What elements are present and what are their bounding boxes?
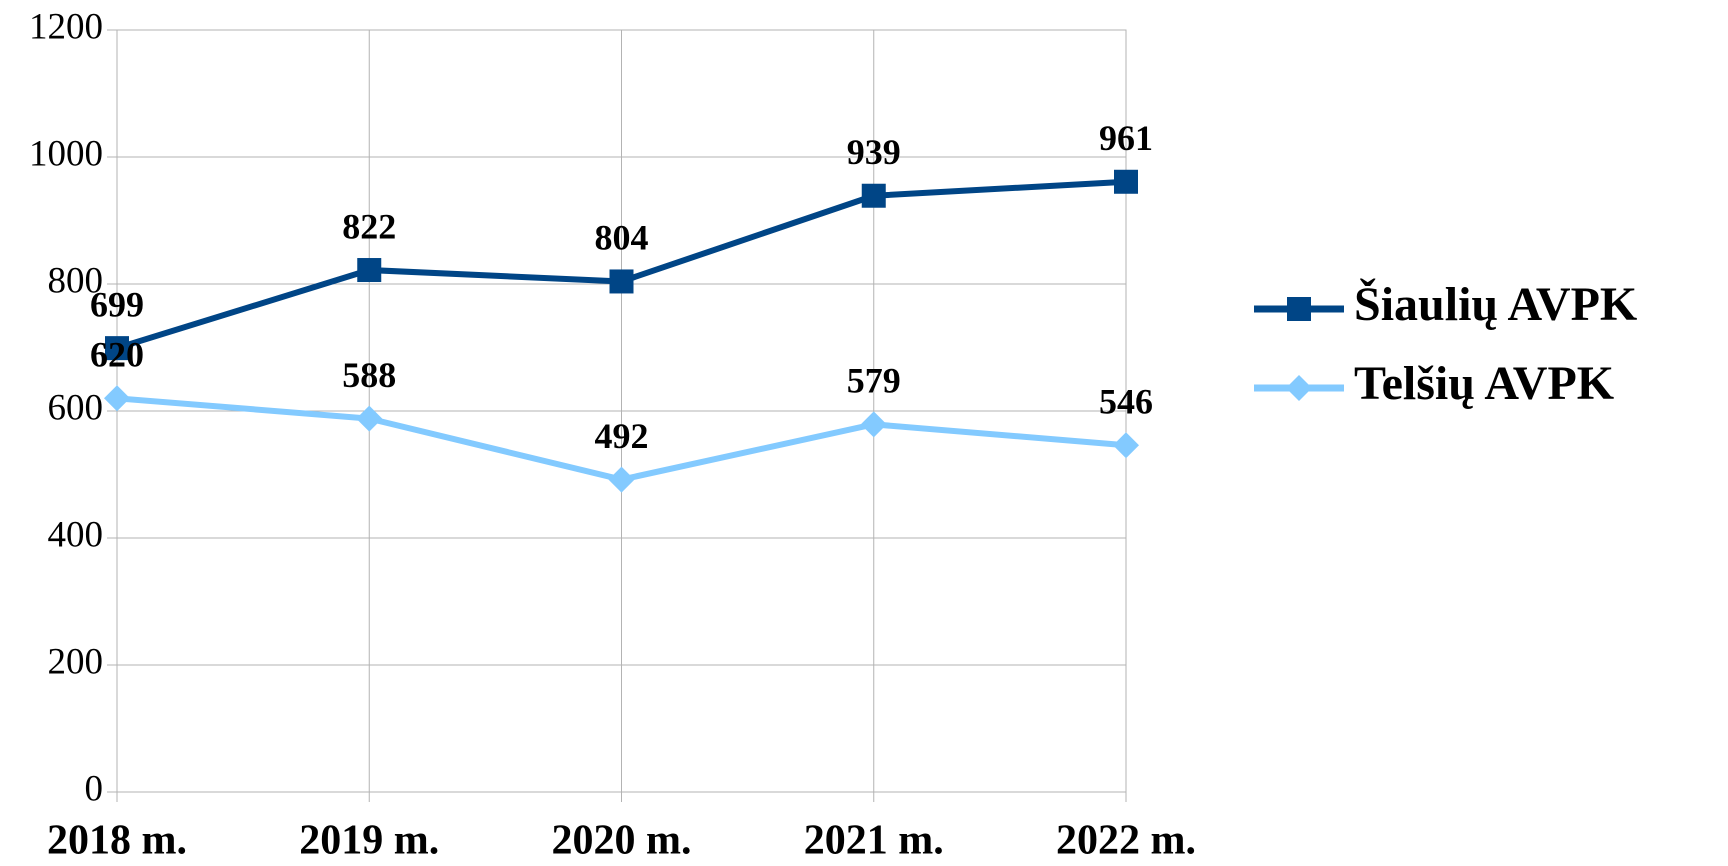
data-point	[860, 411, 887, 438]
data-point	[356, 405, 383, 432]
x-tick-label: 2021 m.	[804, 818, 944, 864]
x-tick-label: 2022 m.	[1056, 818, 1196, 864]
data-label: 822	[342, 206, 396, 246]
data-label: 699	[90, 284, 144, 324]
data-label: 804	[595, 218, 649, 258]
y-tick-label: 1000	[29, 133, 103, 174]
y-tick-label: 1200	[29, 6, 103, 47]
data-point	[1113, 432, 1139, 459]
data-label: 579	[847, 361, 901, 401]
x-tick-label: 2019 m.	[299, 818, 439, 864]
x-tick-label: 2020 m.	[552, 818, 692, 864]
legend-label: Šiaulių AVPK	[1354, 277, 1637, 331]
data-point	[609, 269, 634, 294]
y-tick-label: 0	[85, 768, 104, 809]
data-point	[1114, 169, 1138, 194]
data-label: 961	[1099, 118, 1153, 158]
y-tick-label: 800	[48, 260, 104, 301]
data-label: 546	[1099, 382, 1153, 422]
legend-marker	[1286, 375, 1312, 401]
y-tick-label: 600	[48, 387, 104, 428]
data-point	[104, 385, 130, 412]
data-point	[357, 258, 382, 283]
data-label: 588	[342, 355, 396, 395]
data-label: 939	[847, 132, 901, 172]
legend-label: Telšių AVPK	[1354, 357, 1614, 410]
y-tick-label: 400	[48, 514, 104, 555]
data-point	[608, 466, 635, 493]
data-label: 492	[595, 416, 649, 456]
data-label: 620	[90, 335, 144, 375]
x-tick-label: 2018 m.	[47, 818, 187, 864]
data-point	[105, 336, 129, 361]
legend-marker	[1287, 297, 1311, 321]
data-point	[861, 183, 886, 208]
y-tick-label: 200	[48, 641, 104, 682]
